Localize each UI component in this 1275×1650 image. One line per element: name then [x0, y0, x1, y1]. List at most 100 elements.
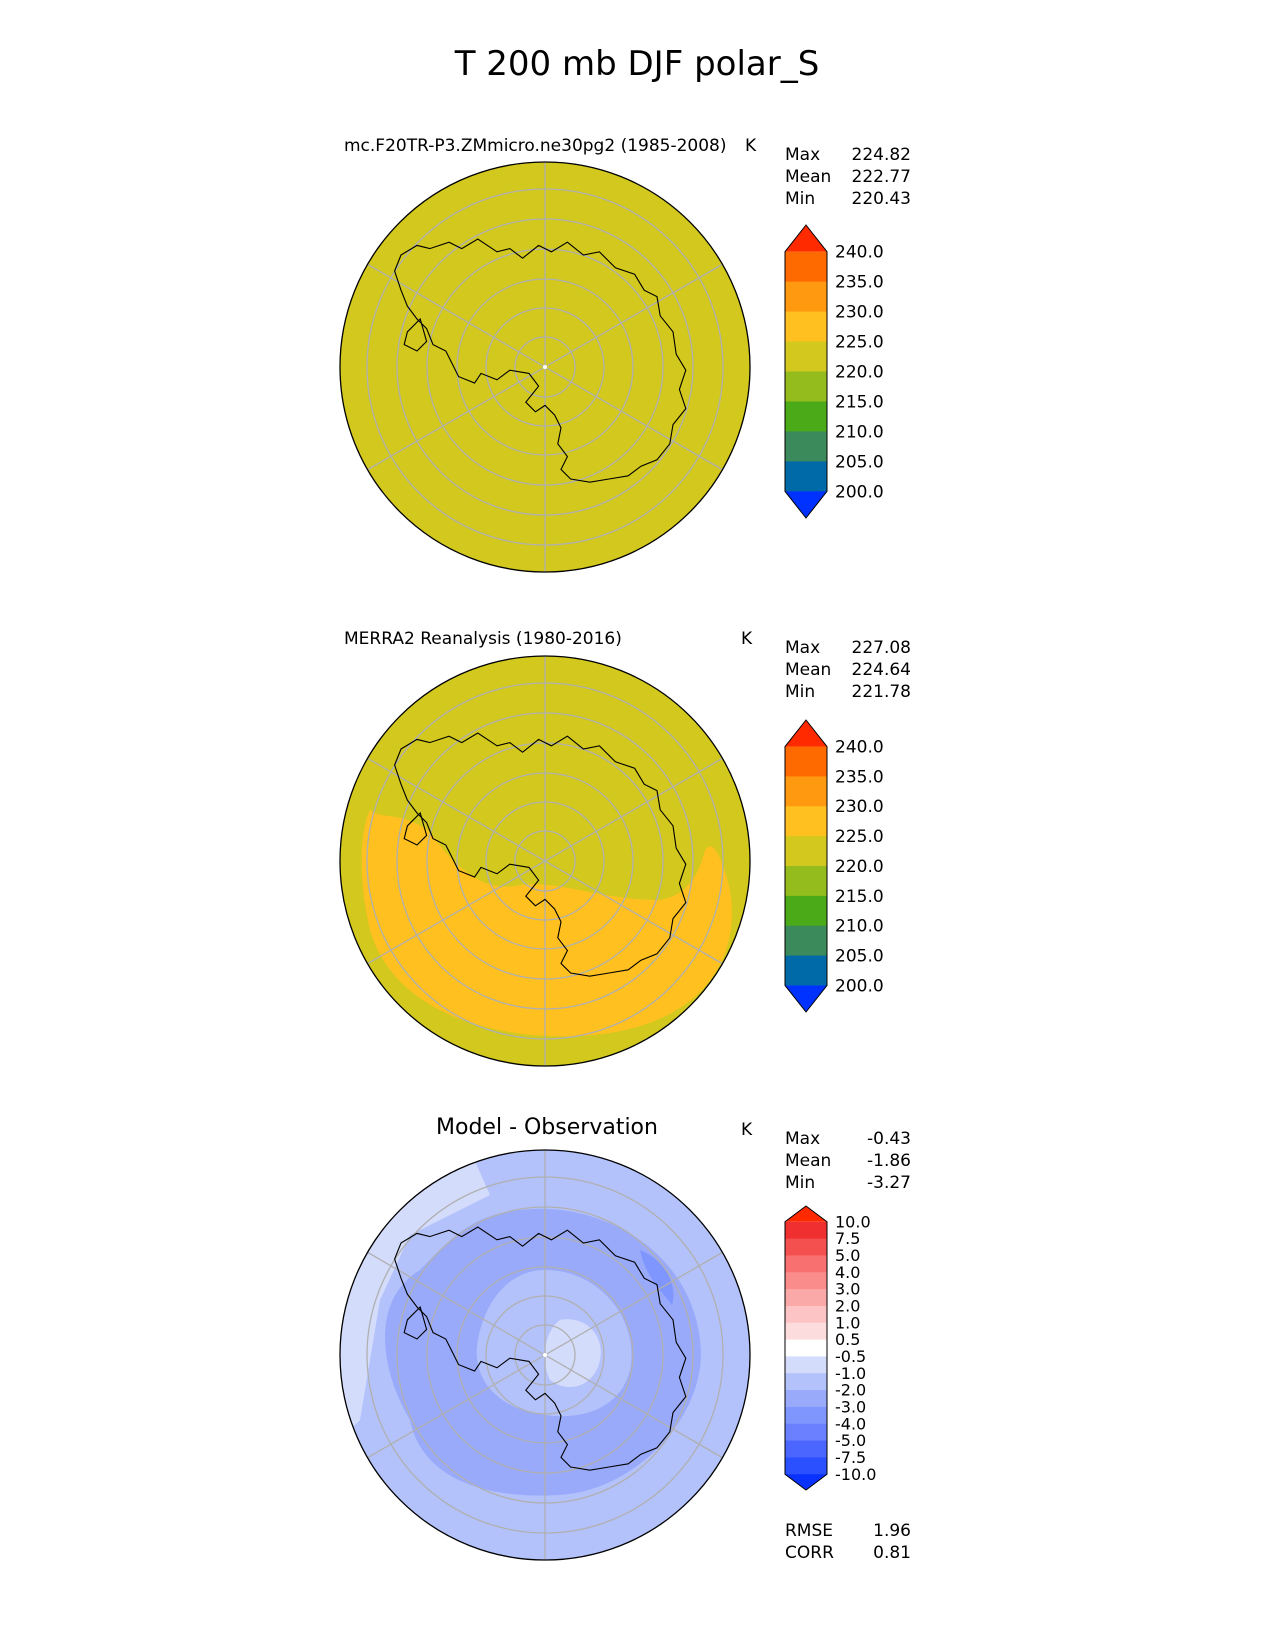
panel-model-map [339, 161, 751, 573]
panel-model-units: K [745, 136, 757, 156]
panel-diff-stats: Max -0.43 Mean -1.86 Min -3.27 [785, 1129, 911, 1193]
pole-marker [543, 365, 547, 369]
stat-value: 224.82 [852, 145, 911, 165]
panel-model-stats: Max 224.82 Mean 222.77 Min 220.43 [785, 145, 911, 209]
colorbar-tick-label: 210.0 [835, 422, 884, 442]
diff-region-ring [385, 1208, 701, 1496]
colorbar-segment [785, 461, 827, 492]
colorbar-tick-label: 1.0 [835, 1313, 860, 1332]
pole-marker [543, 1353, 547, 1357]
colorbar-tick-label: 2.0 [835, 1297, 860, 1316]
stat-label: Max [785, 638, 820, 658]
map-border [339, 655, 751, 1067]
colorbar-tick-label: 0.5 [835, 1330, 860, 1349]
coastline [394, 1226, 687, 1471]
colorbar-segment [785, 746, 827, 777]
colorbar-segment [785, 251, 827, 283]
colorbar-segment [785, 925, 827, 957]
stat-value: -1.86 [867, 1151, 911, 1171]
colorbar-extend-max [785, 225, 827, 252]
colorbar-segment [785, 1406, 827, 1425]
panel-obs: MERRA2 Reanalysis (1980-2016) K [339, 629, 911, 1067]
panel-obs-stats: Max 227.08 Mean 224.64 Min 221.78 [785, 638, 911, 702]
colorbar-segment [785, 371, 827, 402]
colorbar-extend-max [785, 1206, 827, 1222]
colorbar-tick-label: 3.0 [835, 1280, 860, 1299]
colorbar-tick-label: 10.0 [835, 1212, 871, 1231]
colorbar-segment [785, 281, 827, 313]
colorbar: 10.07.55.04.03.02.01.00.5-0.5-1.0-2.0-3.… [784, 1205, 876, 1491]
map-border [339, 1149, 751, 1561]
colorbar-segment [785, 1322, 827, 1341]
colorbar-tick-label: 240.0 [835, 737, 884, 757]
colorbar-tick-label: -4.0 [835, 1414, 866, 1433]
stat-value: 221.78 [852, 682, 911, 702]
colorbar-extend-max [785, 720, 827, 747]
colorbar-outline [784, 719, 828, 1013]
metric-value: 0.81 [873, 1543, 911, 1563]
colorbar-segment [785, 776, 827, 807]
colorbar-tick-label: 235.0 [835, 273, 884, 293]
colorbar-segment [785, 1440, 827, 1458]
stat-label: Min [785, 189, 815, 209]
colorbar-extend-min [785, 1474, 827, 1490]
colorbar-tick-label: 5.0 [835, 1246, 860, 1265]
colorbar-outline [784, 1205, 828, 1491]
panel-diff-units: K [741, 1120, 753, 1140]
stat-label: Mean [785, 167, 831, 187]
colorbar: 240.0 235.0 230.0 225.0 220.0 215.0 210.0 205.0… [784, 719, 884, 1013]
colorbar-segment [785, 1305, 827, 1324]
colorbar-segment [785, 866, 827, 897]
colorbar-tick-label: -2.0 [835, 1381, 866, 1400]
colorbar-segment [785, 836, 827, 867]
panel-obs-title: MERRA2 Reanalysis (1980-2016) [344, 629, 622, 649]
stat-label: Min [785, 1173, 815, 1193]
panel-diff: Model - Observation K [339, 1115, 911, 1563]
colorbar-segment [785, 1339, 827, 1357]
colorbar-segment [785, 1457, 827, 1475]
colorbar-extend-min [785, 491, 827, 518]
panel-diff-map [339, 1149, 751, 1561]
colorbar-tick-label: 230.0 [835, 303, 884, 323]
colorbar-tick-label: 235.0 [835, 767, 884, 787]
colorbar-tick-label: 7.5 [835, 1229, 860, 1248]
colorbar-tick-label: 230.0 [835, 797, 884, 817]
colorbar-tick-label: 220.0 [835, 362, 884, 382]
stat-label: Max [785, 1129, 820, 1149]
metric-value: 1.96 [873, 1521, 911, 1541]
colorbar-tick-label: 215.0 [835, 392, 884, 412]
stat-value: -0.43 [867, 1129, 911, 1149]
colorbar-tick-label: 210.0 [835, 917, 884, 937]
colorbar-segment [785, 806, 827, 837]
colorbar-tick-label: 205.0 [835, 452, 884, 472]
colorbar-segment [785, 431, 827, 462]
colorbar-tick-label: 215.0 [835, 887, 884, 907]
colorbar-segment [785, 1238, 827, 1256]
colorbar-tick-label: 200.0 [835, 482, 884, 502]
stat-label: Min [785, 682, 815, 702]
colorbar-outline [784, 224, 828, 519]
colorbar-segment [785, 1423, 827, 1442]
panel-diff-metrics: RMSE 1.96 CORR 0.81 [785, 1521, 911, 1563]
colorbar-segment [785, 341, 827, 372]
panel-diff-title: Model - Observation [436, 1115, 658, 1140]
stat-value: 220.43 [852, 189, 911, 209]
colorbar-tick-label: 225.0 [835, 332, 884, 352]
stat-label: Max [785, 145, 820, 165]
stat-value: -3.27 [867, 1173, 911, 1193]
stat-value: 227.08 [852, 638, 911, 658]
colorbar-tick-label: 240.0 [835, 243, 884, 263]
colorbar-tick-label: 225.0 [835, 827, 884, 847]
colorbar-segment [785, 1255, 827, 1273]
map-border [339, 161, 751, 573]
figure-title: T 200 mb DJF polar_S [454, 44, 820, 84]
colorbar-tick-label: 220.0 [835, 857, 884, 877]
diff-region-pole [544, 1319, 601, 1388]
colorbar-segment [785, 311, 827, 343]
colorbar-segment [785, 1356, 827, 1374]
map-gridlines [366, 656, 724, 1066]
colorbar-segment [785, 1373, 827, 1391]
coastline [394, 238, 687, 483]
colorbar: 240.0 235.0 230.0 225.0 220.0 215.0 210.0 205.0… [784, 224, 884, 519]
